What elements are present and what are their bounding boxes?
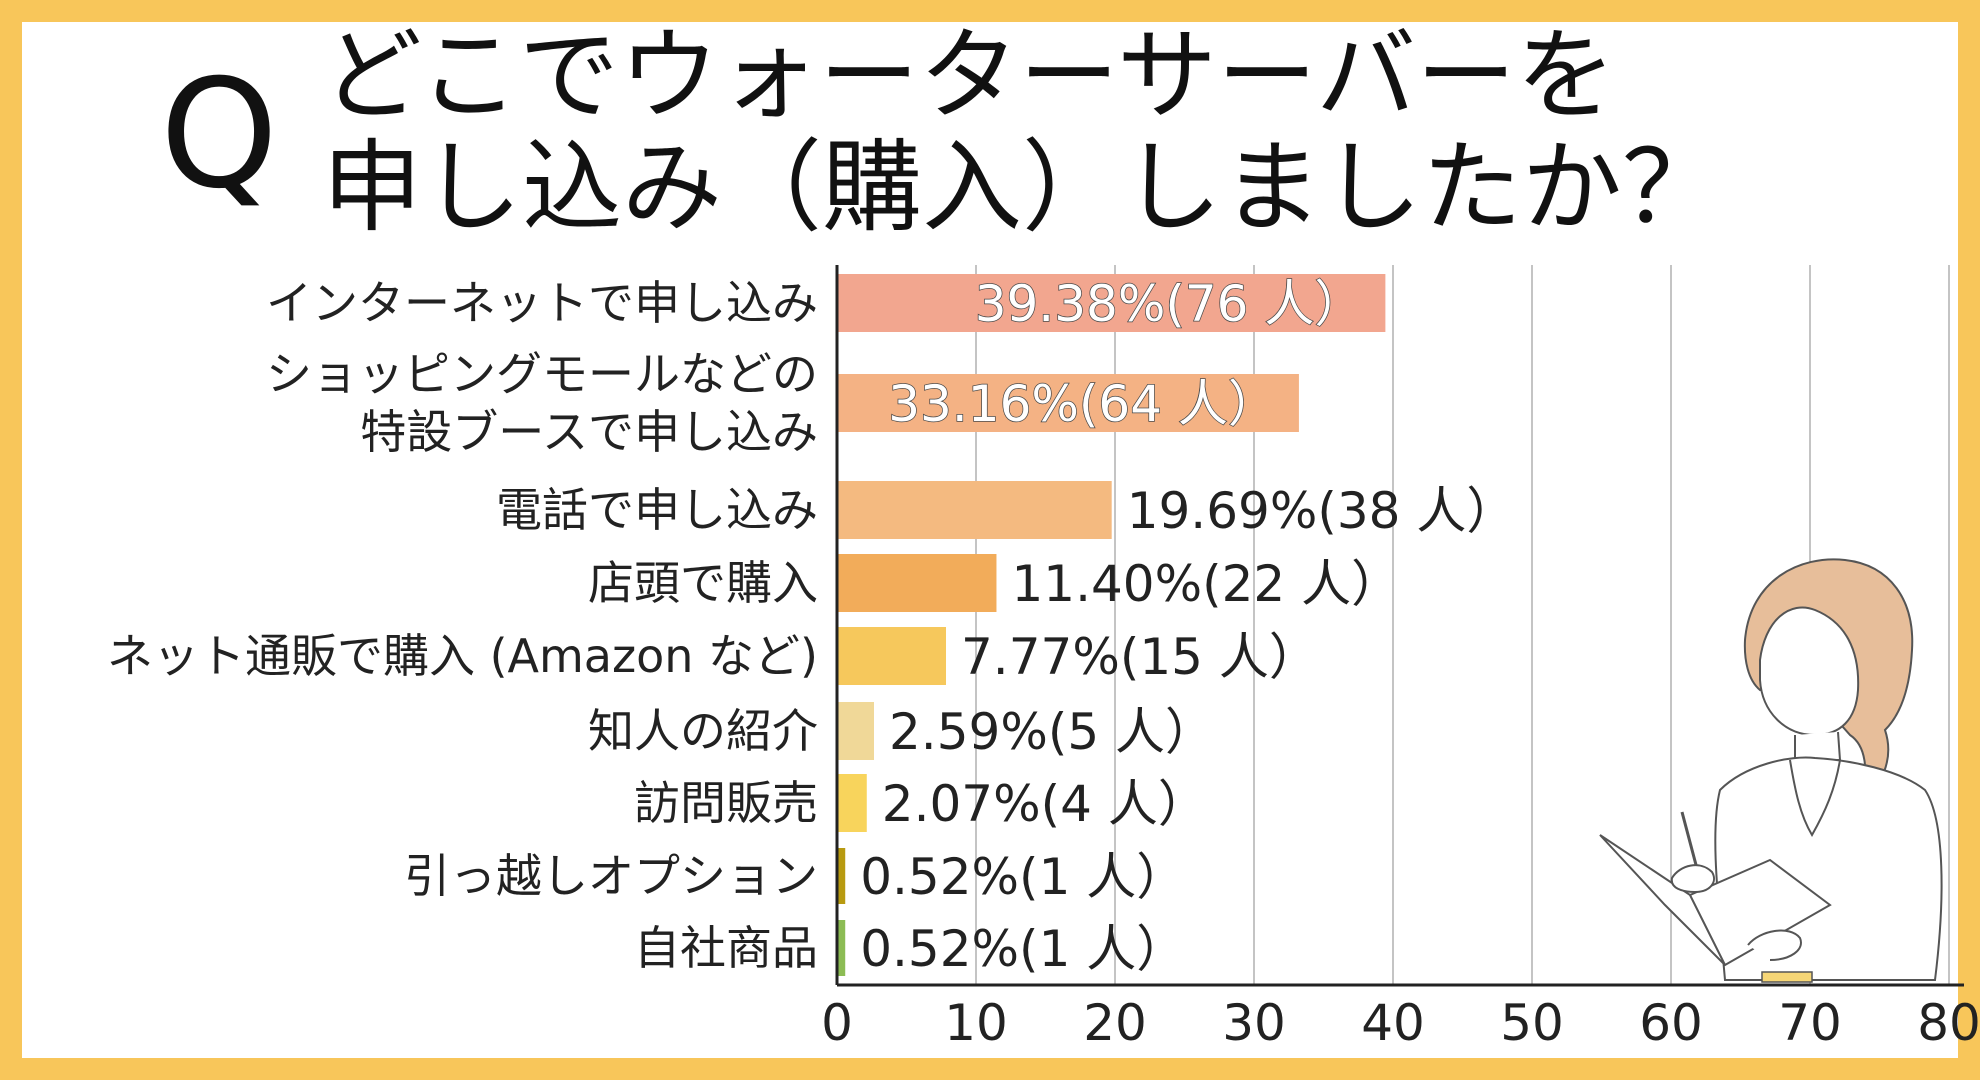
category-label: ネット通販で購入 (Amazon など) [107, 629, 818, 683]
data-label: 39.38%(76 人） [975, 275, 1365, 333]
axes [835, 265, 1964, 987]
bars [838, 274, 1386, 976]
x-tick-label: 20 [1083, 994, 1147, 1052]
question-mark-label: Q [160, 48, 278, 222]
x-tick-label: 70 [1778, 994, 1842, 1052]
bar [838, 627, 947, 685]
category-labels: インターネットで申し込みショッピングモールなどの特設ブースで申し込み電話で申し込… [107, 276, 818, 975]
category-label: 知人の紹介 [588, 704, 818, 758]
x-tick-label: 30 [1222, 994, 1286, 1052]
chart-frame [22, 22, 1958, 1058]
x-tick-label: 10 [944, 994, 1008, 1052]
data-label: 2.59%(5 人） [889, 703, 1215, 761]
x-tick-label: 60 [1639, 994, 1703, 1052]
category-label: 特設ブースで申し込み [360, 405, 818, 459]
x-tick-labels: 0 10 20 30 40 50 60 70 80 [821, 994, 1980, 1052]
data-label: 11.40%(22 人） [1011, 555, 1401, 613]
chart-title-line-1: どこでウォーターサーバーを [322, 17, 1616, 134]
category-label: インターネットで申し込み [266, 276, 818, 330]
data-label: 19.69%(38 人） [1127, 482, 1517, 540]
chart-title: どこでウォーターサーバーを 申し込み（購入）しましたか？ [322, 20, 1722, 244]
data-label: 0.52%(1 人） [860, 920, 1186, 978]
data-label: 2.07%(4 人） [882, 775, 1208, 833]
data-label: 7.77%(15 人） [961, 628, 1319, 686]
x-tick-label: 40 [1361, 994, 1425, 1052]
data-labels: 39.38%(76 人） 33.16%(64 人） 19.69%(38 人） 11.4… [860, 274, 1517, 978]
bar [838, 554, 997, 612]
category-label: ショッピングモールなどの [266, 347, 818, 401]
chart-title-line-2: 申し込み（購入）しましたか？ [322, 129, 1722, 246]
bar [838, 920, 846, 976]
bar [838, 374, 1299, 432]
x-tick-label: 50 [1500, 994, 1564, 1052]
bar [838, 848, 846, 904]
bar [838, 481, 1112, 539]
category-label: 自社商品 [634, 921, 818, 975]
data-label: 0.52%(1 人） [860, 848, 1186, 906]
bar [838, 774, 867, 832]
category-label: 引っ越しオプション [404, 849, 818, 903]
bar [838, 274, 1386, 332]
category-label: 訪問販売 [634, 776, 818, 830]
data-label: 33.16%(64 人） [888, 375, 1278, 433]
x-tick-label: 80 [1917, 994, 1980, 1052]
woman-with-clipboard-illustration [1599, 558, 1943, 983]
category-label: 電話で申し込み [496, 483, 818, 537]
bar [838, 702, 875, 760]
x-tick-label: 0 [821, 994, 853, 1052]
category-label: 店頭で購入 [588, 556, 818, 610]
